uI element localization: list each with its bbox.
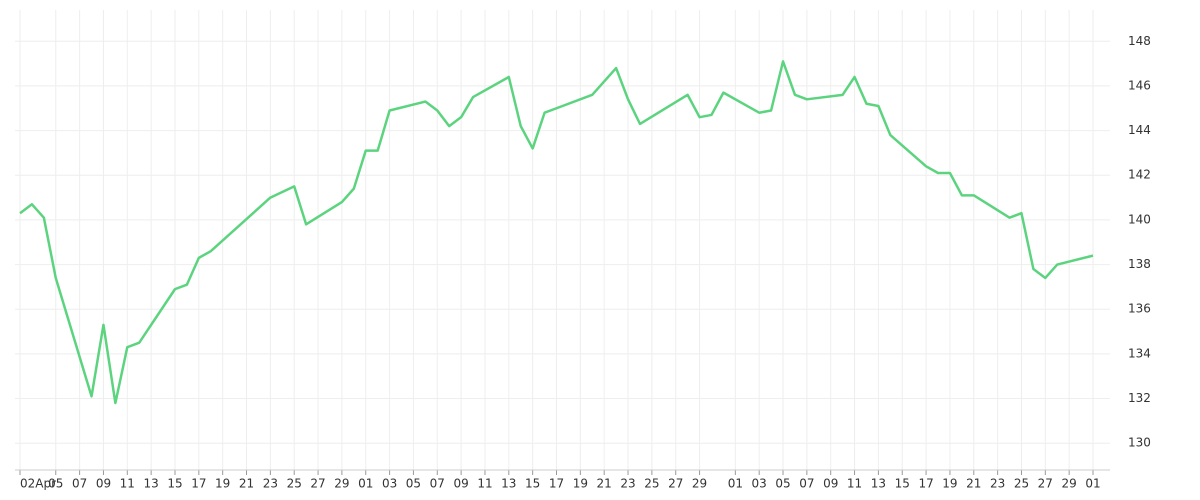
x-tick-label: 13 <box>871 477 886 491</box>
x-tick-label: 01 <box>358 477 373 491</box>
x-tick-label: 19 <box>942 477 957 491</box>
x-tick-label: 23 <box>990 477 1005 491</box>
x-tick-label: 21 <box>597 477 612 491</box>
x-tick-label: 27 <box>1038 477 1053 491</box>
x-tick-label: 25 <box>287 477 302 491</box>
x-tick-label: 15 <box>895 477 910 491</box>
x-tick-label: 11 <box>847 477 862 491</box>
x-tick-label: 29 <box>692 477 707 491</box>
x-tick-label: 09 <box>96 477 111 491</box>
x-tick-label: 05 <box>406 477 421 491</box>
x-tick-label: 17 <box>918 477 933 491</box>
x-tick-label: 17 <box>191 477 206 491</box>
x-tick-label: 05 <box>48 477 63 491</box>
y-tick-label: 146 <box>1128 78 1151 92</box>
x-tick-label: 19 <box>573 477 588 491</box>
x-tick-label: 21 <box>966 477 981 491</box>
y-tick-label: 134 <box>1128 346 1151 360</box>
x-tick-label: 25 <box>644 477 659 491</box>
x-tick-label: 01 <box>728 477 743 491</box>
line-series <box>19 60 1094 405</box>
x-tick-label: 03 <box>382 477 397 491</box>
x-tick-label: 02Apr <box>20 477 56 491</box>
y-tick-label: 142 <box>1128 168 1151 182</box>
x-tick-label: 09 <box>823 477 838 491</box>
x-tick-label: 09 <box>453 477 468 491</box>
x-tick-label: 15 <box>525 477 540 491</box>
x-tick-label: 19 <box>215 477 230 491</box>
x-tick-label: 13 <box>501 477 516 491</box>
x-tick-label: 21 <box>239 477 254 491</box>
y-tick-label: 140 <box>1128 212 1151 226</box>
y-tick-label: 148 <box>1128 34 1151 48</box>
x-tick-label: 07 <box>72 477 87 491</box>
x-tick-label: 05 <box>775 477 790 491</box>
x-tick-label: 07 <box>799 477 814 491</box>
x-tick-label: 23 <box>620 477 635 491</box>
y-tick-label: 136 <box>1128 302 1151 316</box>
x-tick-label: 27 <box>310 477 325 491</box>
x-tick-label: 11 <box>477 477 492 491</box>
x-tick-label: 27 <box>668 477 683 491</box>
y-tick-label: 138 <box>1128 257 1151 271</box>
x-tick-label: 03 <box>752 477 767 491</box>
x-tick-label: 29 <box>1062 477 1077 491</box>
y-tick-label: 130 <box>1128 436 1151 450</box>
x-tick-label: 25 <box>1014 477 1029 491</box>
x-tick-label: 01 <box>1085 477 1100 491</box>
x-tick-label: 07 <box>430 477 445 491</box>
x-tick-label: 15 <box>167 477 182 491</box>
y-tick-label: 132 <box>1128 391 1151 405</box>
x-tick-label: 13 <box>144 477 159 491</box>
y-tick-label: 144 <box>1128 123 1151 137</box>
x-tick-label: 29 <box>334 477 349 491</box>
x-tick-label: 11 <box>120 477 135 491</box>
x-tick-label: 23 <box>263 477 278 491</box>
x-tick-label: 17 <box>549 477 564 491</box>
